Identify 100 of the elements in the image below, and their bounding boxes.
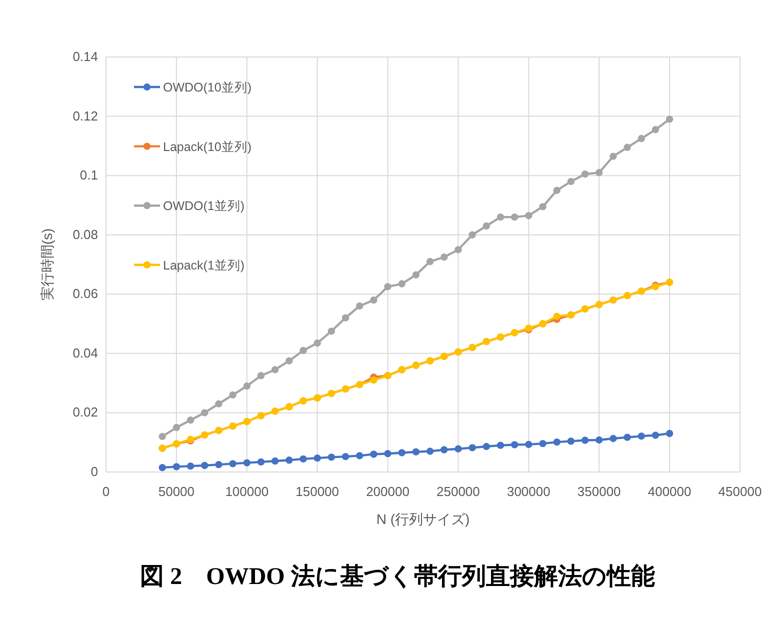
x-tick-label: 400000: [648, 484, 692, 499]
x-tick-label: 450000: [718, 484, 762, 499]
x-axis-title: N (行列サイズ): [376, 511, 470, 527]
legend-label: Lapack(1並列): [163, 258, 245, 272]
point: [412, 271, 420, 278]
point: [384, 283, 392, 290]
x-tick-label: 150000: [296, 484, 340, 499]
point: [328, 454, 336, 461]
legend-label: OWDO(10並列): [163, 80, 252, 94]
point: [186, 416, 194, 424]
point: [398, 449, 406, 456]
x-tick-label: 250000: [436, 484, 480, 499]
point: [610, 434, 617, 442]
x-tick-label: 350000: [577, 484, 621, 499]
point: [525, 440, 532, 448]
point: [158, 432, 166, 440]
x-tick-label: 50000: [158, 484, 195, 499]
point: [440, 446, 448, 454]
point: [553, 312, 560, 320]
y-axis-title: 実行時間(s): [39, 228, 55, 301]
point: [300, 346, 307, 354]
y-tick-label: 0.12: [72, 108, 98, 124]
point: [215, 400, 222, 408]
point: [610, 152, 617, 160]
x-tick-label: 100000: [225, 484, 269, 499]
y-tick-label: 0.06: [72, 286, 98, 302]
point: [172, 424, 180, 432]
x-tick-label: 300000: [506, 484, 550, 499]
point: [342, 452, 350, 460]
point: [172, 463, 180, 470]
point: [539, 440, 546, 448]
y-tick-label: 0.02: [72, 404, 98, 420]
point: [314, 339, 321, 347]
point: [314, 454, 321, 462]
point: [201, 462, 208, 470]
point: [186, 462, 194, 470]
point: [666, 430, 674, 438]
point: [454, 445, 462, 452]
y-tick-label: 0.08: [72, 226, 98, 242]
legend-label: OWDO(1並列): [163, 199, 245, 214]
point: [342, 314, 350, 322]
point: [243, 382, 250, 390]
point: [596, 169, 603, 176]
point: [356, 452, 364, 460]
point: [624, 434, 631, 441]
point: [468, 231, 476, 238]
point: [384, 450, 392, 458]
point: [482, 442, 490, 450]
point: [158, 464, 166, 472]
point: [257, 372, 265, 380]
y-tick-label: 0.14: [72, 49, 98, 64]
point: [638, 432, 645, 440]
point: [567, 178, 575, 186]
point: [356, 302, 364, 310]
point: [243, 459, 250, 466]
point: [496, 442, 504, 449]
point: [666, 116, 674, 123]
point: [638, 134, 645, 142]
point: [510, 441, 518, 448]
point: [553, 186, 560, 194]
point: [525, 212, 532, 220]
point: [286, 357, 293, 364]
point: [370, 450, 378, 458]
point: [596, 436, 603, 444]
y-tick-label: 0.04: [72, 345, 98, 360]
point: [426, 258, 434, 266]
point: [496, 213, 504, 221]
point: [271, 366, 279, 374]
point: [370, 376, 378, 384]
point: [300, 455, 307, 463]
point: [652, 432, 660, 439]
point: [412, 448, 420, 456]
point: [468, 444, 476, 452]
point: [201, 409, 208, 416]
point: [271, 457, 279, 465]
point: [510, 213, 518, 221]
point: [567, 438, 575, 445]
point: [581, 436, 589, 444]
y-tick-label: 0.1: [80, 168, 98, 183]
point: [553, 438, 560, 446]
point: [328, 328, 336, 335]
point: [229, 460, 236, 468]
x-tick-label: 0: [102, 484, 110, 499]
point: [286, 456, 293, 464]
caption: 図 2 OWDO 法に基づく帯行列直接解法の性能: [140, 563, 655, 590]
point: [398, 280, 406, 288]
point: [482, 222, 490, 230]
point: [624, 144, 631, 152]
x-tick-label: 200000: [366, 484, 410, 499]
point: [539, 203, 546, 210]
point: [454, 246, 462, 254]
y-tick-label: 0: [90, 464, 98, 479]
point: [652, 126, 660, 134]
point: [215, 460, 222, 468]
point: [440, 253, 448, 261]
point: [426, 448, 434, 455]
point: [370, 296, 378, 304]
point: [257, 458, 265, 466]
point: [229, 391, 236, 399]
point: [581, 170, 589, 178]
